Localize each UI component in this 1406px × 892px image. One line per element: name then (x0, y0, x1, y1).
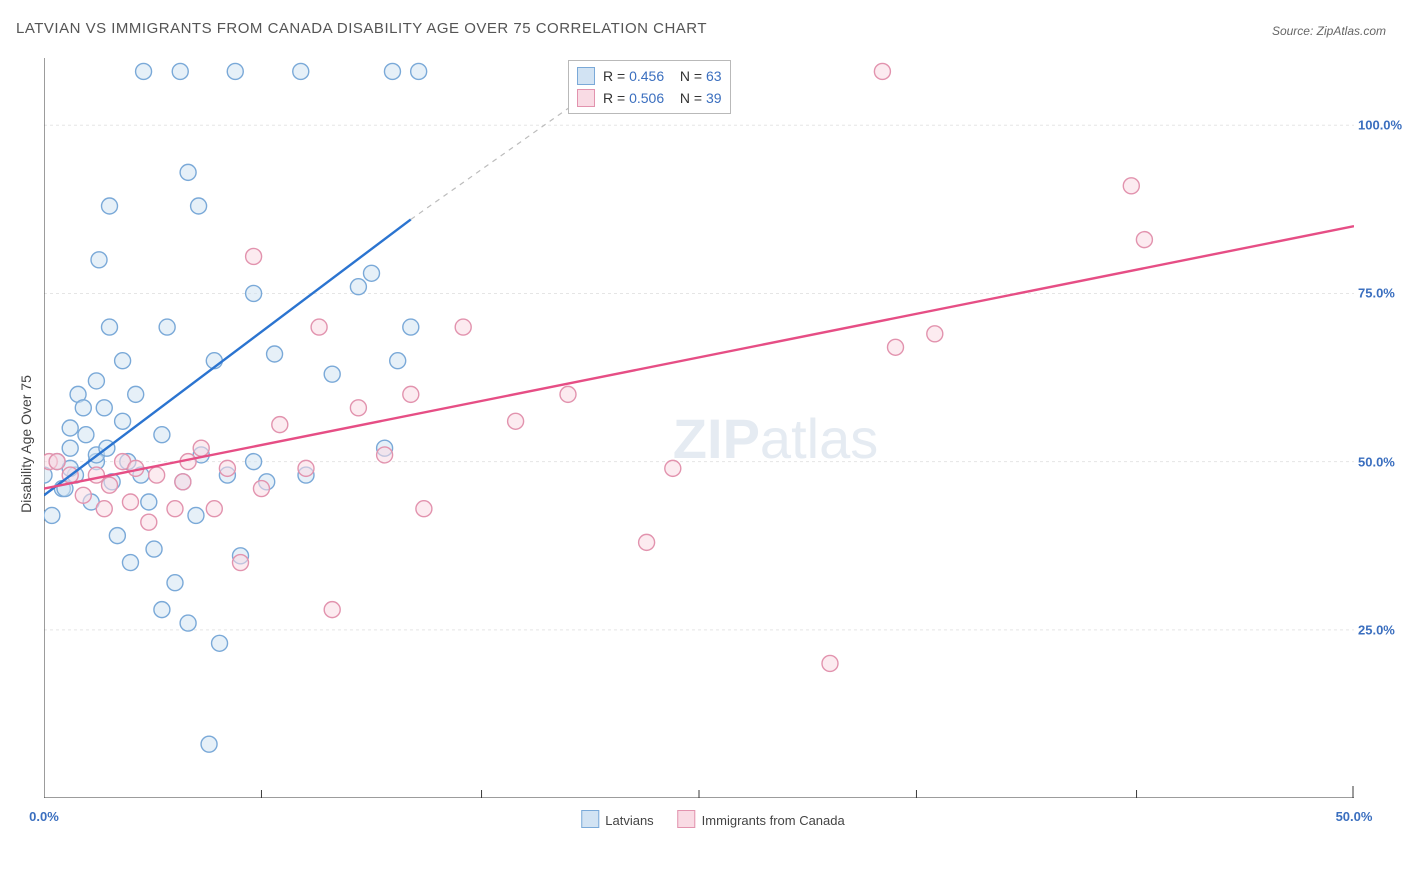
legend-label: Latvians (605, 813, 653, 828)
stat-n: N = 39 (672, 90, 721, 106)
x-tick-label: 0.0% (29, 809, 59, 824)
y-tick-label: 50.0% (1358, 454, 1394, 469)
source-label: Source: ZipAtlas.com (1272, 24, 1386, 38)
swatch-icon (678, 810, 696, 828)
stats-row-latvians: R = 0.456 N = 63 (577, 65, 722, 87)
series-legend: Latvians Immigrants from Canada (581, 810, 844, 828)
stats-legend-box: R = 0.456 N = 63R = 0.506 N = 39 (568, 60, 731, 114)
chart-title: LATVIAN VS IMMIGRANTS FROM CANADA DISABI… (16, 20, 707, 37)
swatch-icon (577, 89, 595, 107)
legend-item-latvians: Latvians (581, 810, 653, 828)
y-tick-label: 25.0% (1358, 622, 1394, 637)
scatter-plot-svg (44, 58, 1354, 798)
y-tick-label: 75.0% (1358, 286, 1394, 301)
stats-row-canada: R = 0.506 N = 39 (577, 87, 722, 109)
swatch-icon (577, 67, 595, 85)
chart-page: LATVIAN VS IMMIGRANTS FROM CANADA DISABI… (0, 0, 1406, 892)
chart-area: Disability Age Over 75 ZIPatlas R = 0.45… (44, 58, 1382, 830)
legend-label: Immigrants from Canada (702, 813, 845, 828)
stat-n: N = 63 (672, 68, 721, 84)
x-tick-label: 50.0% (1336, 809, 1373, 824)
stat-r: R = 0.456 (603, 68, 664, 84)
stat-r: R = 0.506 (603, 90, 664, 106)
swatch-icon (581, 810, 599, 828)
y-tick-label: 100.0% (1358, 118, 1394, 133)
legend-item-canada: Immigrants from Canada (678, 810, 845, 828)
y-axis-label: Disability Age Over 75 (18, 375, 34, 513)
